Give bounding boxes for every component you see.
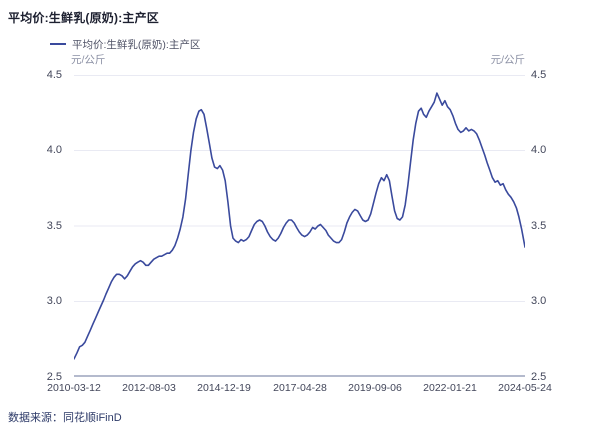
y-tick-left-3-0: 3.0 xyxy=(46,295,62,307)
x-tick-2022-01-21: 2022-01-21 xyxy=(423,382,477,394)
x-tick-2014-12-19: 2014-12-19 xyxy=(197,382,251,394)
y-tick-left-4-5: 4.5 xyxy=(46,69,62,81)
y-tick-right-4-5: 4.5 xyxy=(531,69,547,81)
y-tick-right-2-5: 2.5 xyxy=(531,371,547,383)
y-axis-unit-right: 元/公斤 xyxy=(490,54,525,66)
chart-title: 平均价:生鲜乳(原奶):主产区 xyxy=(8,11,159,25)
y-tick-right-3-0: 3.0 xyxy=(531,295,547,307)
y-axis-unit-left: 元/公斤 xyxy=(71,54,106,66)
x-tick-2019-09-06: 2019-09-06 xyxy=(348,382,402,394)
legend-label: 平均价:生鲜乳(原奶):主产区 xyxy=(72,38,201,51)
x-tick-2017-04-28: 2017-04-28 xyxy=(273,382,327,394)
x-tick-2012-08-03: 2012-08-03 xyxy=(122,382,176,394)
y-tick-right-4-0: 4.0 xyxy=(531,144,547,156)
legend: 平均价:生鲜乳(原奶):主产区 xyxy=(50,37,200,51)
x-tick-2024-05-24: 2024-05-24 xyxy=(498,382,552,394)
data-source: 数据来源：同花顺iFinD xyxy=(8,412,122,424)
y-tick-left-3-5: 3.5 xyxy=(46,220,62,232)
y-tick-left-2-5: 2.5 xyxy=(46,371,62,383)
price-line-series xyxy=(74,92,525,360)
plot-area[interactable] xyxy=(74,75,525,377)
y-tick-left-4-0: 4.0 xyxy=(46,144,62,156)
y-tick-right-3-5: 3.5 xyxy=(531,220,547,232)
x-tick-2010-03-12: 2010-03-12 xyxy=(47,382,101,394)
legend-line-marker-icon xyxy=(50,43,66,45)
